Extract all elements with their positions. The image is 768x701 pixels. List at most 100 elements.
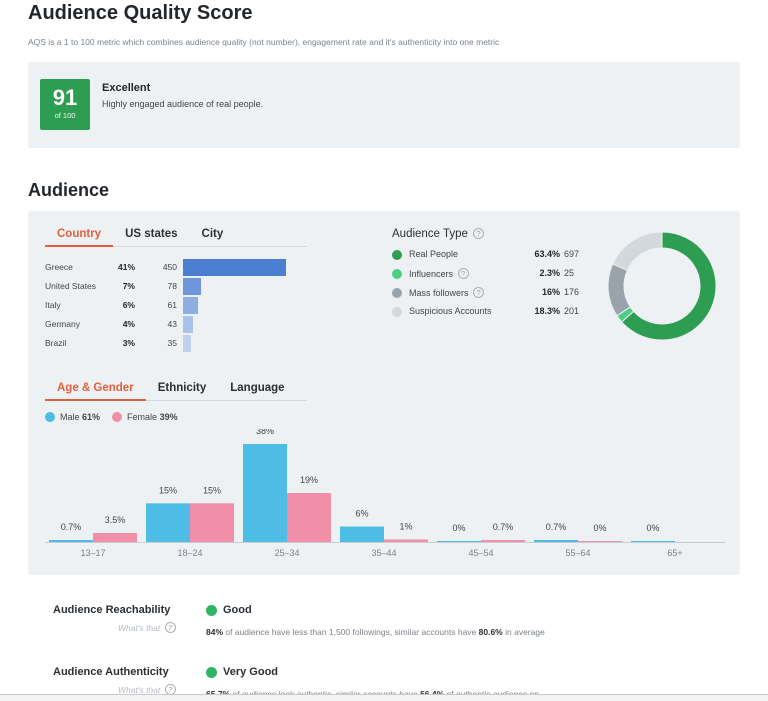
score-panel: 91 of 100 Excellent Highly engaged audie… — [28, 62, 740, 148]
bar-male — [631, 541, 675, 542]
audience-type-pct: 63.4% — [534, 249, 560, 259]
bar-label-male: 0.7% — [61, 522, 82, 532]
bar-female — [481, 540, 525, 542]
country-row: Brazil 3% 35 — [45, 335, 305, 352]
legend-female-label: Female — [127, 412, 158, 422]
country-bar — [183, 316, 194, 333]
bar-label-male: 0% — [646, 523, 659, 533]
audience-type-row: Suspicious Accounts 18.3% 201 — [392, 306, 592, 320]
score-rating: Excellent — [102, 82, 151, 94]
donut-slice — [612, 231, 663, 272]
metric-value: Good — [223, 604, 252, 616]
score-value: 91 — [52, 85, 78, 110]
country-count: 35 — [167, 338, 177, 348]
metric-compare-stat: 80.6% — [478, 627, 503, 637]
bar-label-male: 0.7% — [546, 522, 567, 532]
audience-type-dot-icon — [392, 250, 402, 260]
country-count: 78 — [167, 281, 177, 291]
metric-value: Very Good — [223, 666, 279, 678]
help-icon[interactable]: ? — [473, 228, 485, 239]
audience-type-pct: 2.3% — [539, 268, 560, 278]
country-name: Germany — [45, 319, 80, 329]
metric-description: 84% of audience have less than 1,500 fol… — [206, 627, 545, 637]
male-dot-icon — [45, 412, 55, 422]
gender-legend: Male 61% Female 39% — [45, 412, 190, 422]
legend-male-label: Male — [60, 412, 80, 422]
audience-type-pct: 18.3% — [534, 306, 560, 316]
x-tick-label: 13–17 — [80, 548, 105, 558]
tab-age-gender[interactable]: Age & Gender — [45, 382, 146, 401]
audience-type-dot-icon — [392, 307, 402, 317]
window-bottom-edge — [0, 694, 768, 701]
country-pct: 3% — [122, 338, 135, 348]
x-tick-label: 18–24 — [177, 548, 202, 558]
country-name: Greece — [45, 262, 73, 272]
country-name: Brazil — [45, 338, 67, 348]
legend-male: Male 61% — [45, 412, 100, 422]
score-max: of 100 — [54, 111, 76, 120]
audience-type-count: 176 — [564, 287, 580, 297]
audience-type-label: Suspicious Accounts — [409, 306, 492, 316]
bar-female — [190, 503, 234, 542]
country-name: Italy — [45, 300, 61, 310]
bar-male — [243, 444, 287, 542]
female-dot-icon — [112, 412, 123, 422]
donut-slice — [607, 263, 631, 317]
location-tabs: Country US states City — [45, 228, 307, 247]
country-pct: 7% — [122, 281, 135, 291]
audience-type-pct: 16% — [541, 287, 560, 297]
audience-title: Audience — [28, 180, 110, 200]
whats-that-text: What's that — [118, 685, 161, 695]
audience-type-label: Mass followers ? — [409, 287, 485, 298]
score-rating-text: Highly engaged audience of real people. — [102, 99, 264, 109]
bar-label-female: 0.7% — [493, 522, 514, 532]
help-icon: ? — [164, 622, 176, 633]
x-tick-label: 35–44 — [371, 548, 396, 558]
country-pct: 4% — [122, 319, 135, 329]
whats-that-text: What's that — [118, 623, 161, 633]
metric-label: Audience Reachability — [53, 604, 171, 616]
bar-label-female: 15% — [203, 485, 221, 495]
country-bar — [183, 335, 191, 352]
audience-type-title: Audience Type ? — [392, 228, 485, 240]
bar-female — [578, 541, 622, 542]
x-tick-label: 45–54 — [468, 548, 493, 558]
audience-type-count: 697 — [564, 249, 580, 259]
country-count: 61 — [167, 300, 177, 310]
tab-ethnicity[interactable]: Ethnicity — [157, 382, 207, 394]
bar-label-female: 3.5% — [105, 515, 126, 525]
audience-type-row: Real People 63.4% 697 — [392, 249, 592, 263]
bar-label-male: 0% — [452, 523, 465, 533]
help-icon[interactable]: ? — [473, 287, 485, 298]
x-tick-label: 55–64 — [565, 548, 590, 558]
x-tick-label: 65+ — [667, 548, 682, 558]
legend-male-pct: 61% — [82, 412, 101, 422]
metric-desc-tail: in average — [502, 627, 545, 637]
aqs-description: AQS is a 1 to 100 metric which combines … — [28, 37, 500, 47]
metric-label: Audience Authenticity — [53, 666, 169, 678]
country-row: Italy 6% 61 — [45, 297, 305, 314]
country-row: Germany 4% 43 — [45, 316, 305, 333]
country-name: United States — [45, 281, 97, 291]
audience-type-label: Audience Type — [392, 228, 468, 240]
score-badge: 91 of 100 — [40, 79, 90, 130]
tab-us-states[interactable]: US states — [125, 228, 178, 240]
bar-label-female: 1% — [399, 521, 412, 531]
help-icon[interactable]: ? — [457, 268, 469, 279]
whats-that-link[interactable]: What's that ? — [118, 622, 176, 633]
country-bar — [183, 278, 201, 295]
metric-stat: 84% — [206, 627, 224, 637]
country-bar — [183, 259, 286, 276]
x-tick-label: 25–34 — [274, 548, 299, 558]
tab-city[interactable]: City — [201, 228, 224, 240]
audience-type-dot-icon — [392, 269, 402, 279]
tab-country[interactable]: Country — [45, 228, 114, 247]
bar-label-male: 38% — [256, 429, 274, 436]
bar-female — [384, 539, 428, 542]
tab-language[interactable]: Language — [230, 382, 285, 394]
audience-type-dot-icon — [392, 288, 402, 298]
audience-type-row: Influencers ? 2.3% 25 — [392, 268, 592, 282]
age-gender-chart: 0.7% 3.5% 13–17 15% 15% 18–24 38% 19% 25–34 6% 1% 3… — [45, 429, 725, 558]
audience-type-label: Real People — [409, 249, 459, 259]
country-count: 43 — [167, 319, 177, 329]
